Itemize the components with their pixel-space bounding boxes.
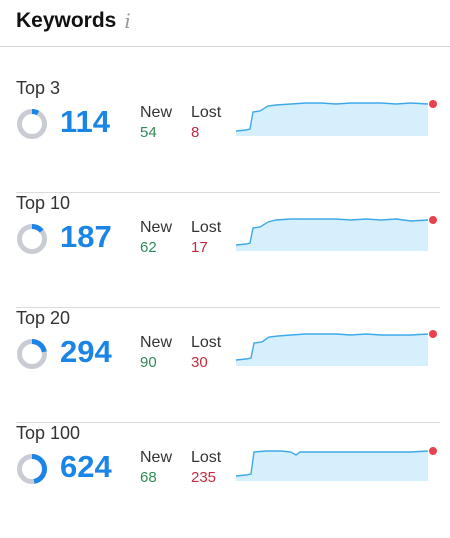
latest-point-dot (429, 100, 437, 108)
donut-icon (17, 339, 47, 369)
trend-sparkline (236, 100, 437, 136)
keyword-row-top-20[interactable]: Top 20 294 New Lost 90 30 (0, 308, 450, 423)
lost-value[interactable]: 235 (191, 469, 217, 486)
new-label: New (140, 219, 173, 236)
donut-icon (17, 109, 47, 139)
new-value[interactable]: 62 (140, 239, 157, 256)
trend-sparkline (236, 447, 437, 481)
lost-label: Lost (191, 449, 222, 466)
keyword-row-top-100[interactable]: Top 100 624 New Lost 68 235 (0, 423, 450, 538)
donut-arc (17, 109, 47, 139)
new-value[interactable]: 90 (140, 354, 157, 371)
donut-icon (17, 454, 47, 484)
lost-value[interactable]: 30 (191, 354, 208, 371)
keyword-row-top-10[interactable]: Top 10 187 New Lost 62 17 (0, 193, 450, 308)
keyword-row-top-3[interactable]: Top 3 114 New Lost 54 8 (0, 78, 450, 193)
donut-icon (17, 224, 47, 254)
widget-header: Keywords i (0, 0, 450, 47)
row-label: Top 10 (16, 193, 71, 213)
donut-arc (17, 339, 47, 369)
new-value[interactable]: 54 (140, 124, 157, 141)
new-label: New (140, 334, 173, 351)
lost-label: Lost (191, 104, 222, 121)
lost-value[interactable]: 8 (191, 124, 200, 141)
row-label: Top 3 (16, 78, 61, 98)
lost-label: Lost (191, 219, 222, 236)
lost-label: Lost (191, 334, 222, 351)
keyword-count[interactable]: 114 (60, 104, 111, 139)
keywords-widget: Keywords i Top 3 114 New Lost 54 8 Top 1… (0, 0, 450, 486)
lost-value[interactable]: 17 (191, 239, 208, 256)
new-value[interactable]: 68 (140, 469, 157, 486)
row-label: Top 100 (16, 423, 81, 443)
keyword-count[interactable]: 624 (60, 449, 112, 484)
latest-point-dot (429, 216, 437, 224)
new-label: New (140, 449, 173, 466)
keyword-count[interactable]: 187 (60, 219, 112, 254)
keyword-count[interactable]: 294 (60, 334, 112, 369)
latest-point-dot (429, 447, 437, 455)
trend-sparkline (236, 330, 437, 366)
trend-sparkline (236, 216, 437, 251)
info-icon[interactable]: i (124, 9, 131, 33)
latest-point-dot (429, 330, 437, 338)
row-label: Top 20 (16, 308, 71, 328)
donut-arc (17, 454, 47, 484)
widget-title: Keywords (16, 9, 117, 32)
donut-arc (17, 224, 47, 254)
new-label: New (140, 104, 173, 121)
